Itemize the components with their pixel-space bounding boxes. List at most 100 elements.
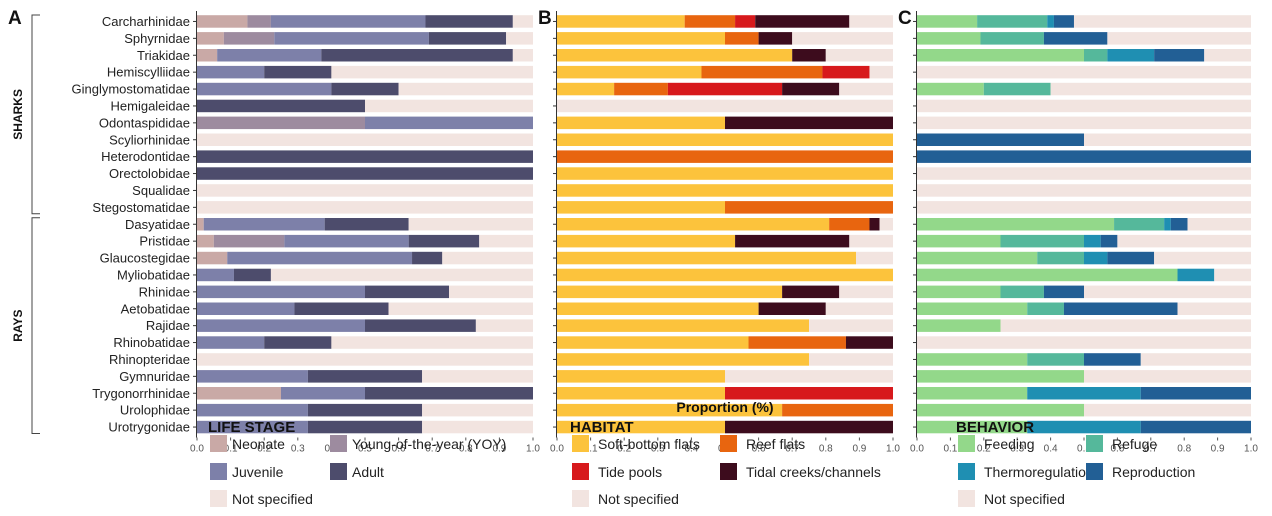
family-label: Stegostomatidae <box>92 200 190 215</box>
bar-segment <box>197 319 365 332</box>
bar-segment <box>917 302 1028 315</box>
bar-segment <box>270 268 533 282</box>
legend-swatch <box>958 490 975 507</box>
bar-segment <box>825 49 893 62</box>
legend-swatch <box>1086 463 1103 480</box>
bar-segment <box>735 234 850 248</box>
bar-segment <box>281 387 365 400</box>
bar-segment <box>1073 15 1251 28</box>
bar-segment <box>725 116 893 130</box>
legend-item-label: Reef flats <box>746 436 805 452</box>
bar-segment <box>197 387 281 400</box>
bar-segment <box>839 285 893 299</box>
bar-segment <box>479 234 533 248</box>
bar-segment <box>1043 32 1108 45</box>
bar-segment <box>307 370 423 383</box>
bar-segment <box>557 285 783 299</box>
bar-segment <box>917 184 1251 197</box>
bar-segment <box>1154 49 1205 62</box>
legend-swatch <box>572 435 589 452</box>
bar-segment <box>917 387 1028 400</box>
x-tick-label: 1.0 <box>1244 444 1258 455</box>
legend-item-label: Reproduction <box>1112 464 1195 480</box>
bar-segment <box>917 65 1251 79</box>
legend-item-label: Tidal creeks/channels <box>746 464 881 480</box>
bar-segment <box>1000 285 1044 299</box>
legend-item-label: Adult <box>352 464 384 480</box>
panel-letter: A <box>8 8 22 29</box>
bar-segment <box>388 302 533 315</box>
x-tick-label: 1.0 <box>526 444 540 455</box>
bar-segment <box>869 65 893 79</box>
bar-segment <box>557 302 759 315</box>
legend-item-label: Juvenile <box>232 464 284 480</box>
bar-segment <box>197 99 365 113</box>
bar-segment <box>197 15 248 28</box>
bar-segment <box>917 403 1084 417</box>
bar-segment <box>917 285 1001 299</box>
bar-segment <box>1177 302 1251 315</box>
x-tick-label: 0.8 <box>459 444 473 455</box>
bar-segment <box>223 32 275 45</box>
bar-segment <box>398 82 533 96</box>
bar-segment <box>917 370 1084 383</box>
bar-segment <box>557 387 725 400</box>
bar-segment <box>247 15 271 28</box>
bar-segment <box>425 15 513 28</box>
bar-segment <box>1114 218 1165 231</box>
bar-segment <box>331 65 533 79</box>
bar-segment <box>869 218 880 231</box>
bar-segment <box>917 167 1251 180</box>
bar-segment <box>294 302 389 315</box>
bar-segment <box>1027 420 1141 434</box>
bar-segment <box>845 336 893 349</box>
bar-segment <box>557 99 893 113</box>
bar-segment <box>701 65 823 79</box>
bar-segment <box>422 420 533 434</box>
bar-segment <box>557 15 685 28</box>
bar-segment <box>1053 15 1074 28</box>
legend-swatch <box>572 463 589 480</box>
panel-letter: C <box>898 8 912 29</box>
legend-swatch <box>330 435 347 452</box>
x-tick-label: 0.3 <box>291 444 305 455</box>
family-label: Sphyrnidae <box>124 31 190 46</box>
bar-segment <box>849 234 893 248</box>
bar-segment <box>1084 49 1108 62</box>
bar-segment <box>1084 251 1108 265</box>
bar-segment <box>917 49 1084 62</box>
bar-segment <box>449 285 533 299</box>
bar-segment <box>1047 15 1054 28</box>
bar-segment <box>307 420 423 434</box>
bar-segment <box>839 82 893 96</box>
bar-segment <box>557 420 725 434</box>
bar-segment <box>324 218 409 231</box>
bar-segment <box>1063 302 1178 315</box>
bar-segment <box>825 302 893 315</box>
bar-segment <box>725 387 893 400</box>
bar-segment <box>917 420 1028 434</box>
bar-segment <box>557 201 725 214</box>
x-tick-label: 0.7 <box>425 444 439 455</box>
bar-segment <box>980 32 1044 45</box>
bar-segment <box>197 420 308 434</box>
bar-segment <box>197 268 234 282</box>
legend-swatch <box>210 463 227 480</box>
family-label: Squalidae <box>132 183 190 198</box>
bar-segment <box>557 234 736 248</box>
legend-swatch <box>958 463 975 480</box>
bar-segment <box>197 184 533 197</box>
bar-segment <box>1214 268 1251 282</box>
bar-segment <box>1037 251 1084 265</box>
bar-segment <box>307 403 423 417</box>
bar-segment <box>557 319 809 332</box>
x-tick-label: 0.4 <box>684 444 698 455</box>
bar-segment <box>1084 370 1251 383</box>
bar-segment <box>917 99 1251 113</box>
bar-segment <box>917 319 1001 332</box>
bar-segment <box>1100 234 1118 248</box>
bar-segment <box>213 234 285 248</box>
x-tick-label: 0.9 <box>852 444 866 455</box>
x-tick-label: 0.8 <box>819 444 833 455</box>
bar-segment <box>856 251 893 265</box>
